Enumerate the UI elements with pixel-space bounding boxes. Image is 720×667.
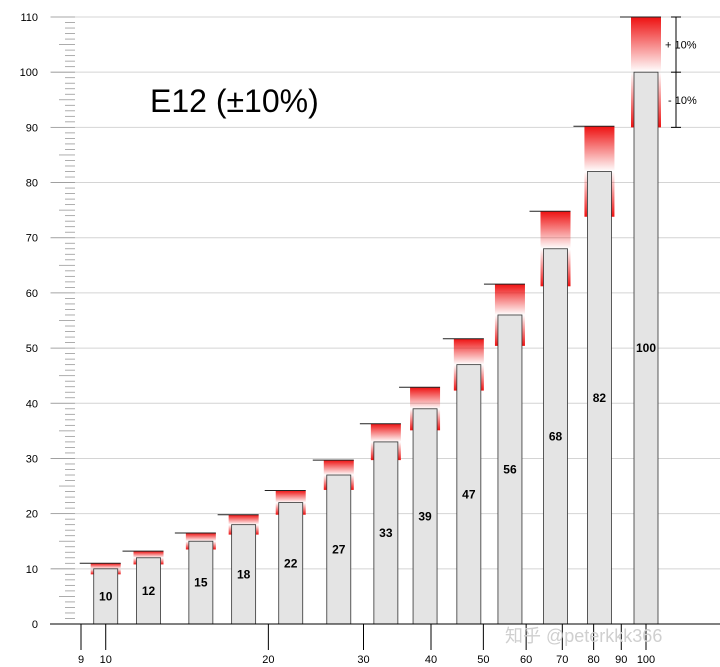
bar-value-label: 39 — [418, 509, 432, 523]
tolerance-band-upper — [90, 563, 121, 569]
tolerance-band-upper — [584, 126, 615, 172]
y-tick-label: 110 — [20, 12, 38, 24]
bar-value-label: 68 — [549, 429, 563, 443]
bar-value-label: 22 — [284, 556, 298, 570]
tolerance-band-upper — [228, 514, 259, 525]
bar — [188, 540, 214, 625]
plus-tolerance-label: + 10% — [665, 40, 697, 52]
tolerance-band-upper — [323, 460, 354, 476]
y-tick-label: 80 — [26, 178, 38, 190]
bar-value-label: 82 — [593, 391, 607, 405]
tolerance-band-upper — [410, 387, 441, 409]
x-tick-label: 30 — [357, 654, 369, 666]
y-tick-label: 50 — [26, 343, 38, 355]
y-tick-label: 10 — [26, 564, 38, 576]
x-axis-tick-labels: 9 10 20 30 40 50 60 70 80 90 100 — [78, 624, 655, 666]
bar-group: 100 — [620, 16, 661, 625]
x-tick-label: 50 — [477, 654, 489, 666]
x-tick-label: 9 — [78, 654, 84, 666]
x-tick-label: 40 — [425, 654, 437, 666]
bar-value-label: 100 — [636, 341, 656, 355]
minus-tolerance-label: - 10% — [668, 95, 697, 107]
bar — [326, 474, 352, 625]
x-tick-label: 10 — [100, 654, 112, 666]
bar — [231, 524, 257, 625]
y-tick-label: 100 — [20, 67, 38, 79]
bar-group: 22 — [264, 489, 306, 625]
bar-value-label: 27 — [332, 543, 346, 557]
bar — [136, 557, 161, 625]
bar-group: 68 — [529, 210, 571, 625]
x-tick-label: 70 — [556, 654, 568, 666]
bar-group: 56 — [483, 283, 525, 625]
y-tick-label: 20 — [26, 509, 38, 521]
bar-group: 82 — [573, 125, 615, 625]
tolerance-band-upper — [275, 490, 306, 503]
bar-value-label: 18 — [237, 567, 251, 581]
y-tick-label: 90 — [26, 122, 38, 134]
watermark: 知乎 @peterkkk366 — [505, 626, 662, 646]
bar-value-label: 12 — [142, 584, 156, 598]
tolerance-band-upper — [540, 211, 571, 249]
bar — [93, 568, 119, 625]
y-tick-label: 30 — [26, 453, 38, 465]
bar-group: 15 — [174, 532, 216, 625]
x-tick-label: 80 — [588, 654, 600, 666]
tolerance-band-upper — [631, 17, 661, 73]
tolerance-annotation: + 10% - 10% — [665, 16, 697, 128]
bar-value-label: 47 — [462, 487, 476, 501]
bar — [587, 171, 612, 625]
x-tick-label: 60 — [520, 654, 532, 666]
bar-value-label: 33 — [379, 526, 393, 540]
chart-title: E12 (±10%) — [150, 83, 319, 119]
y-tick-label: 60 — [26, 288, 38, 300]
y-axis-tick-labels: 0 10 20 30 40 50 60 70 80 90 100 110 — [20, 12, 38, 631]
bars: 10 12 15 18 22 27 33 39 47 56 68 82 100 — [79, 16, 661, 625]
y-tick-label: 0 — [32, 619, 38, 631]
bar-value-label: 56 — [503, 462, 517, 476]
bar-group: 33 — [359, 423, 401, 625]
tolerance-band-upper — [494, 284, 525, 315]
bar-group: 18 — [217, 514, 259, 625]
bar — [543, 248, 568, 625]
bar — [412, 408, 438, 625]
bar-group: 47 — [442, 338, 484, 625]
bar — [373, 441, 399, 625]
bar — [278, 502, 304, 625]
bar-value-label: 10 — [99, 589, 113, 603]
bar — [633, 71, 659, 625]
bar-group: 27 — [312, 459, 354, 625]
x-tick-label: 20 — [262, 654, 274, 666]
bar-value-label: 15 — [194, 576, 208, 590]
tolerance-band-upper — [133, 551, 164, 558]
bar-group: 12 — [122, 550, 164, 625]
bar-group: 10 — [79, 562, 121, 625]
x-tick-label: 90 — [615, 654, 627, 666]
x-tick-label: 100 — [637, 654, 655, 666]
y-tick-label: 40 — [26, 398, 38, 410]
bar — [497, 314, 523, 625]
tolerance-band-upper — [185, 532, 216, 542]
bar-group: 39 — [399, 386, 441, 625]
tolerance-band-upper — [453, 338, 484, 365]
tolerance-band-upper — [370, 423, 401, 442]
y-tick-label: 70 — [26, 233, 38, 245]
y-axis-minor-ticks — [51, 16, 75, 625]
